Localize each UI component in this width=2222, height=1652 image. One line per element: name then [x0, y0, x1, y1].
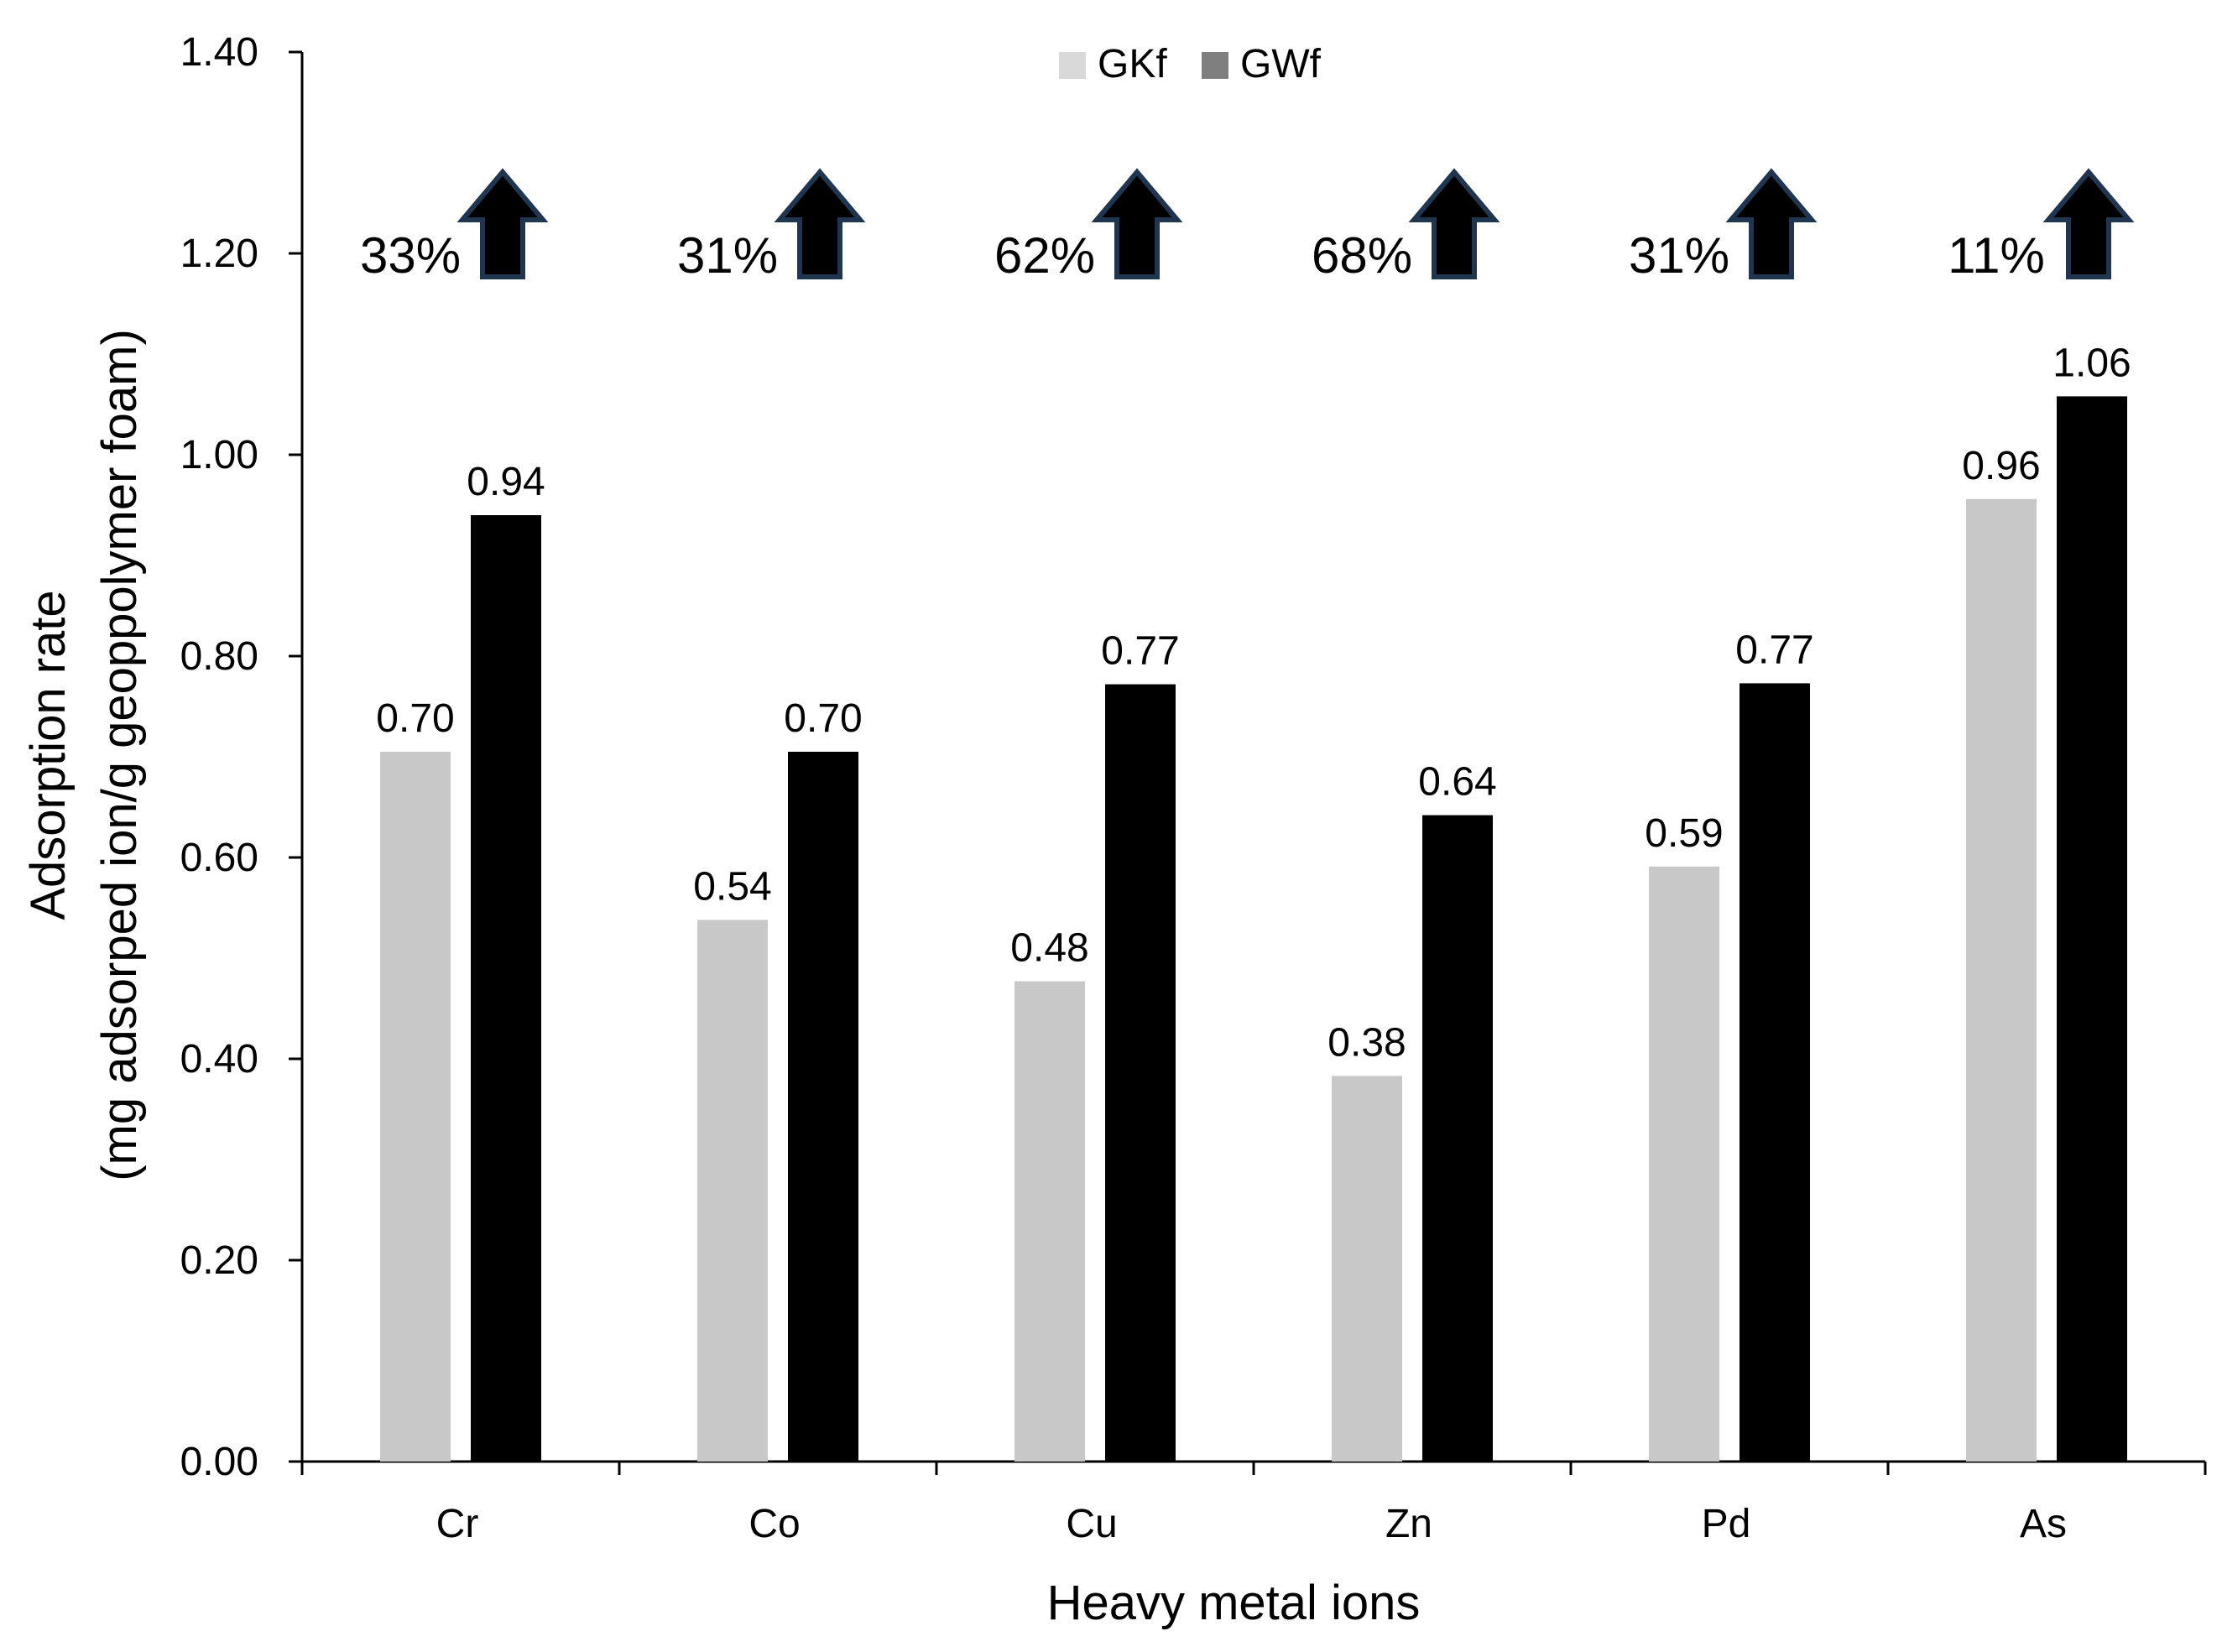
up-arrow-icon	[1408, 168, 1500, 279]
bar-gkf-zn	[1332, 1076, 1402, 1462]
bar-gwf-as	[2057, 396, 2127, 1462]
up-arrow-icon	[2042, 168, 2135, 279]
bar-gwf-pd	[1740, 683, 1810, 1462]
bar-gkf-as	[1966, 498, 2037, 1462]
bar-gkf-cr	[380, 752, 451, 1462]
y-tick-label: 0.40	[180, 1037, 258, 1081]
increase-label-cr: 33%	[360, 227, 461, 284]
legend-label-gwf: GWf	[1240, 42, 1322, 86]
legend: GKf GWf	[1059, 42, 1322, 86]
increase-label-cu: 62%	[994, 227, 1095, 284]
data-label-gkf-cr: 0.70	[376, 696, 454, 741]
data-label-gkf-co: 0.54	[693, 864, 771, 909]
y-tick-label: 1.20	[180, 232, 258, 276]
bar-gwf-cr	[471, 515, 541, 1462]
bar-gwf-co	[788, 752, 858, 1462]
data-label-gwf-cr: 0.94	[467, 460, 545, 504]
legend-swatch-gwf	[1202, 52, 1228, 79]
category-label-pd: Pd	[1702, 1502, 1751, 1546]
category-label-cu: Cu	[1066, 1502, 1117, 1546]
x-axis-title: Heavy metal ions	[1047, 1576, 1421, 1630]
y-tick-label: 1.40	[180, 30, 258, 75]
bar-gwf-zn	[1422, 815, 1493, 1462]
increase-label-as: 11%	[1948, 227, 2045, 284]
category-label-zn: Zn	[1385, 1502, 1432, 1546]
bar-gkf-co	[697, 920, 768, 1462]
y-axis-title: Adsorption rate	[21, 590, 76, 920]
y-tick-label: 0.20	[180, 1238, 258, 1283]
data-label-gkf-cu: 0.48	[1010, 926, 1088, 971]
up-arrow-icon	[774, 168, 866, 279]
data-label-gwf-as: 1.06	[2052, 341, 2131, 385]
y-tick-label: 1.00	[180, 433, 258, 477]
increase-label-zn: 68%	[1312, 227, 1412, 284]
up-arrow-icon	[1091, 168, 1183, 279]
data-label-gkf-pd: 0.59	[1645, 811, 1723, 856]
up-arrow-icon	[1725, 168, 1818, 279]
data-label-gkf-as: 0.96	[1962, 444, 2040, 488]
up-arrow-icon	[456, 168, 549, 279]
y-tick-label: 0.60	[180, 836, 258, 880]
data-label-gwf-zn: 0.64	[1418, 760, 1496, 805]
bar-gwf-cu	[1105, 684, 1176, 1462]
increase-label-co: 31%	[677, 227, 778, 284]
data-label-gkf-zn: 0.38	[1327, 1020, 1406, 1065]
y-tick-label: 0.00	[180, 1440, 258, 1484]
y-tick-label: 0.80	[180, 634, 258, 679]
y-axis-subtitle: (mg adsorped ion/g geoppolymer foam)	[92, 329, 147, 1181]
legend-label-gkf: GKf	[1098, 42, 1167, 86]
category-label-co: Co	[748, 1502, 800, 1546]
increase-label-pd: 31%	[1629, 227, 1729, 284]
category-label-as: As	[2020, 1502, 2067, 1546]
category-label-cr: Cr	[436, 1502, 479, 1546]
data-label-gwf-pd: 0.77	[1735, 628, 1813, 672]
bar-gkf-cu	[1015, 981, 1085, 1462]
bar-gkf-pd	[1649, 866, 1719, 1462]
data-label-gwf-cu: 0.77	[1101, 629, 1179, 674]
data-label-gwf-co: 0.70	[784, 696, 862, 741]
legend-swatch-gkf	[1059, 52, 1086, 79]
